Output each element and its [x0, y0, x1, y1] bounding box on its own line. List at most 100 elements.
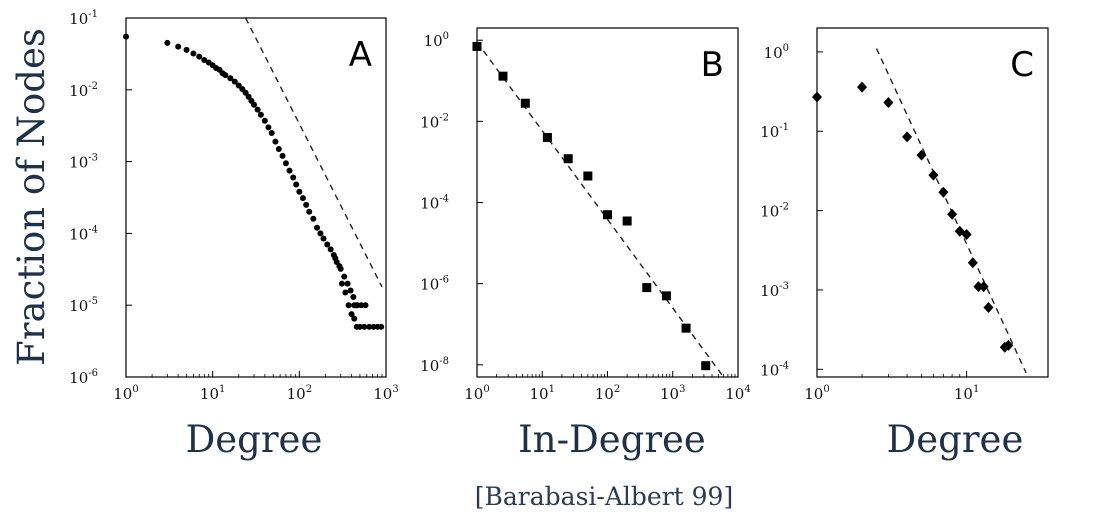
panel-b: 100 101 102 103 104 10-8 10-6 10-4 10-2 100 B [420, 27, 751, 403]
panel-a-data-point [361, 323, 368, 330]
panel-a-x-tick-label: 101 [200, 384, 225, 403]
panel-a-data-point [282, 160, 289, 167]
panel-a-data-point [314, 224, 321, 231]
panel-a-data-point [317, 230, 324, 237]
panel-b-y-tick-label: 10-6 [420, 275, 449, 294]
panel-a-data-point [279, 152, 286, 159]
panel-a-data-point [332, 255, 339, 262]
panel-a-data-point [320, 235, 327, 242]
panel-c-y-tick-label: 10-2 [760, 202, 789, 221]
panel-a-data-point [378, 323, 385, 330]
panel-b-x-tick-label: 104 [725, 384, 750, 403]
panel-a-x-tick-label: 100 [113, 384, 138, 403]
panel-c-data-point [902, 131, 913, 143]
panel-a-data-point [275, 145, 282, 152]
panel-b-data-point [661, 291, 671, 301]
panel-c-data-point [1003, 339, 1014, 351]
panel-a-data-point [227, 75, 234, 82]
panel-a: 100 101 102 103 10-6 10-5 10-4 10-3 10-2 10-1 A [69, 9, 399, 403]
panel-c-data-point [967, 257, 978, 269]
panel-b-data-point [542, 133, 552, 143]
panel-c-data-point [973, 281, 984, 293]
panel-a-data-point [265, 124, 272, 131]
panel-a-data-point [254, 106, 261, 113]
panel-a-data-point [222, 72, 229, 79]
panel-a-data-point [296, 188, 303, 195]
panel-c-y-tick-label: 10-3 [760, 281, 789, 300]
panel-a-data-point [251, 101, 258, 108]
panel-a-y-tick-label: 10-6 [69, 368, 98, 387]
panel-a-data-point [196, 53, 203, 60]
panel-a-data-point [310, 215, 317, 222]
panel-b-data-point [701, 361, 711, 371]
y-axis-label: Fraction of Nodes [10, 28, 53, 366]
panel-c-x-tick-label: 100 [804, 384, 829, 403]
panel-a-data-point [327, 246, 334, 253]
panel-a-data-point [164, 39, 171, 46]
panel-c-data-point [978, 281, 989, 293]
panel-a-y-tick-label: 10-1 [69, 9, 98, 28]
panel-a-data-point [344, 280, 351, 287]
citation: [Barabasi-Albert 99] [475, 482, 733, 511]
panel-b-frame [476, 27, 739, 378]
panel-c-y-tick-label: 10-4 [760, 360, 789, 379]
panel-a-data-point [348, 311, 355, 318]
panel-a-data-point [268, 130, 275, 137]
panel-b-data-point [583, 171, 593, 181]
panel-c-y-tick-label: 100 [764, 43, 789, 62]
panel-b-x-tick-label: 103 [660, 384, 685, 403]
panel-a-data-point [366, 323, 373, 330]
panel-b-x-tick-label: 100 [464, 384, 489, 403]
panel-a-data-point [338, 280, 345, 287]
panel-c-data-point [961, 228, 972, 240]
panel-a-y-tick-label: 10-2 [69, 81, 98, 100]
panel-a-x-tick-label: 103 [373, 384, 398, 403]
panel-a-data-point [293, 181, 300, 188]
panel-a-data-point [231, 78, 238, 85]
panel-a-x-tick-label: 102 [287, 384, 312, 403]
panel-c-data-point [983, 302, 994, 314]
panel-b-data-point [563, 154, 573, 164]
panel-a-x-axis-label: Degree [186, 418, 323, 461]
panel-a-y-tick-label: 10-4 [69, 224, 98, 243]
panel-a-data-point [235, 82, 242, 89]
panel-a-data-point [341, 273, 348, 280]
panel-b-y-tick-label: 10-8 [420, 356, 449, 375]
panel-a-data-point [347, 287, 354, 294]
panel-a-data-point [350, 294, 357, 301]
panel-a-data-point [336, 263, 343, 270]
panel-b-data-point [520, 98, 530, 108]
panel-c-frame [816, 27, 1049, 378]
panel-a-data-point [175, 43, 182, 50]
panel-b-data-point [681, 323, 691, 333]
panel-b-letter: B [701, 45, 724, 85]
panel-a-data-point [257, 111, 264, 118]
panel-c-data-point [928, 169, 939, 181]
panel-a-data-point [183, 46, 190, 53]
panel-a-data-point [272, 138, 279, 145]
panel-c-y-tick-label: 10-1 [760, 122, 789, 141]
panel-b-data-point [472, 41, 482, 51]
panel-b-fit-line [477, 41, 725, 377]
panel-a-data-point [324, 241, 331, 248]
panel-a-data-point [362, 302, 369, 309]
panel-c-data-point [947, 208, 958, 220]
panel-a-data-point [123, 33, 129, 40]
panel-b-data-point [603, 210, 612, 220]
panel-b-x-tick-label: 101 [530, 384, 555, 403]
panel-a-data-point [351, 315, 358, 322]
panel-a-data-point [286, 167, 293, 174]
panel-a-data-point [261, 117, 268, 124]
panel-c-data-point [938, 186, 949, 198]
panel-b-data-point [498, 71, 508, 81]
panel-b-y-tick-label: 10-2 [420, 112, 449, 131]
panel-b-x-tick-label: 102 [595, 384, 620, 403]
panel-a-data-point [358, 302, 365, 309]
panel-a-data-point [303, 201, 310, 208]
panel-c-x-tick-label: 101 [954, 384, 979, 403]
panel-a-data-point [290, 174, 297, 181]
panel-a-data-point [306, 208, 313, 215]
panel-a-frame [125, 17, 387, 378]
panel-c-x-axis-label: Degree [887, 418, 1024, 461]
